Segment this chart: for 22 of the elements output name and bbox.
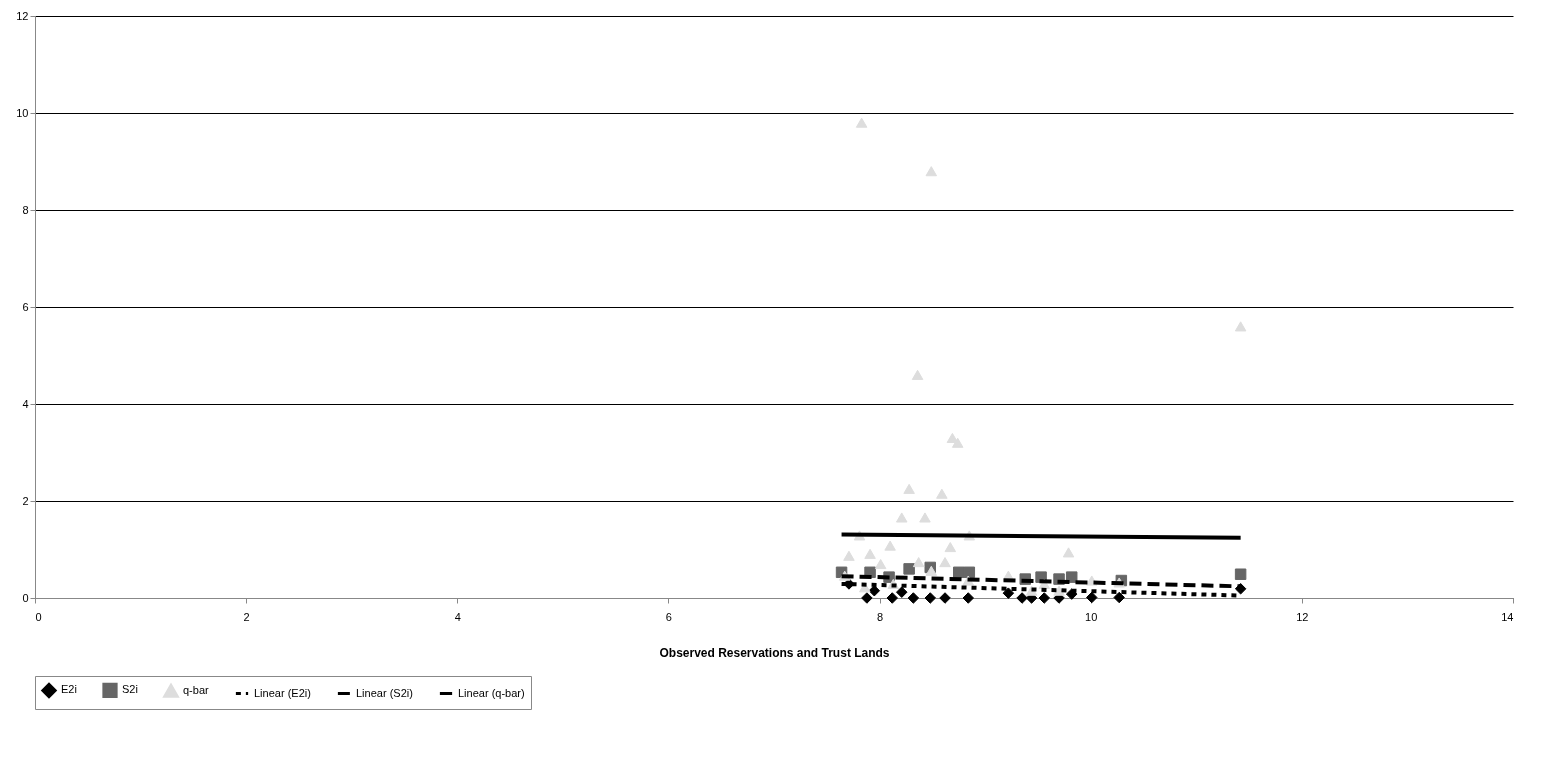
x-axis-title: Observed Reservations and Trust Lands [659, 645, 890, 660]
y-tick-label: 6 [22, 300, 29, 313]
x-tick-label: 6 [665, 610, 672, 623]
x-tick-label: 8 [877, 610, 884, 623]
x-tick-label: 0 [35, 610, 42, 623]
y-tick-label: 10 [16, 106, 29, 119]
legend-label: E2i [61, 683, 77, 696]
y-tick-label: 2 [22, 494, 29, 507]
y-tick-label: 8 [22, 203, 29, 216]
x-tick-label: 14 [1501, 610, 1514, 623]
y-tick-label: 0 [22, 591, 29, 604]
legend-label: S2i [122, 683, 138, 696]
legend-label: Linear (E2i) [254, 686, 311, 699]
legend-label: q-bar [183, 683, 210, 696]
x-tick-label: 10 [1085, 610, 1098, 623]
legend-label: Linear (S2i) [356, 686, 413, 699]
legend-label: Linear (q-bar) [458, 686, 525, 699]
x-tick-label: 4 [454, 610, 461, 623]
y-tick-label: 12 [16, 9, 29, 22]
x-tick-label: 12 [1296, 610, 1309, 623]
x-tick-label: 2 [243, 610, 250, 623]
y-tick-label: 4 [22, 397, 29, 410]
